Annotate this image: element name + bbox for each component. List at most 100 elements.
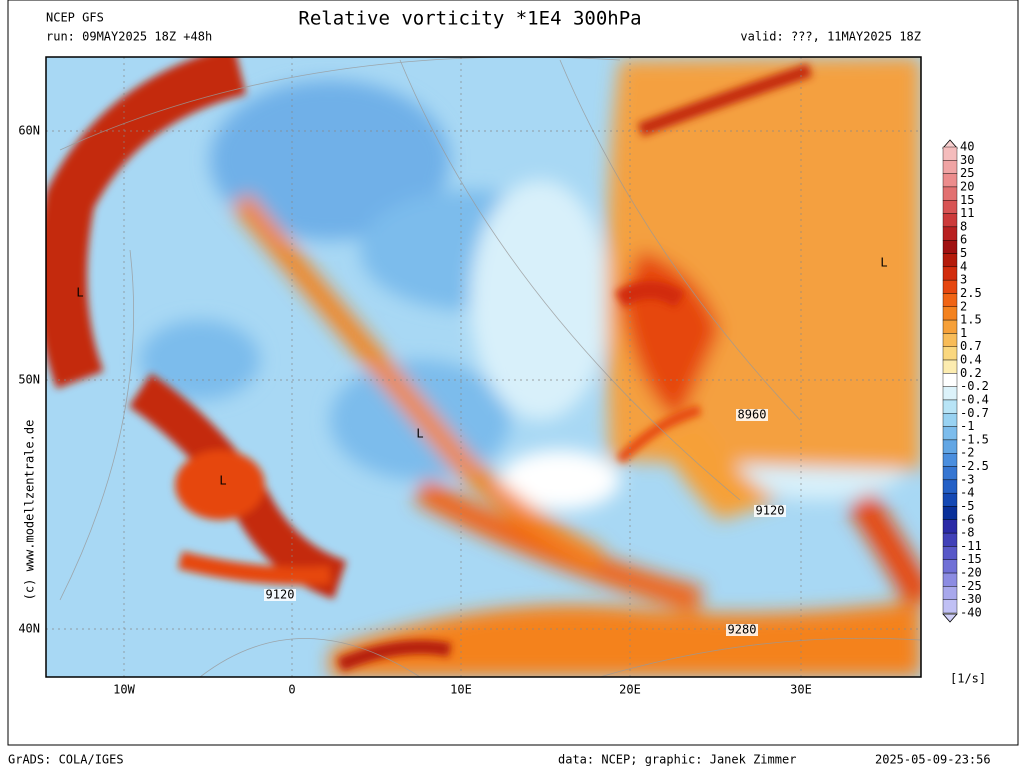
colorbar-swatch xyxy=(942,346,958,361)
colorbar-swatch xyxy=(942,572,958,587)
colorbar-label: 3 xyxy=(960,273,967,287)
colorbar-swatch xyxy=(942,559,958,574)
lat-label: 50N xyxy=(18,373,40,387)
outer-frame xyxy=(7,0,1019,746)
colorbar-swatch xyxy=(942,173,958,188)
colorbar-swatch xyxy=(942,359,958,374)
map-field xyxy=(46,57,921,677)
valid: valid: ???, 11MAY2025 18Z xyxy=(740,30,921,44)
colorbar-label: 11 xyxy=(960,206,974,220)
contour-label-bg xyxy=(726,624,758,636)
run: run: 09MAY2025 18Z +48h xyxy=(46,30,212,44)
copyright: (c) www.modellzentrale.de xyxy=(23,420,37,601)
colorbar-label: -8 xyxy=(960,526,974,540)
colorbar-swatch xyxy=(942,319,958,334)
colorbar-swatch xyxy=(942,333,958,347)
colorbar-label: 2.5 xyxy=(960,286,982,300)
colorbar-label: 0.7 xyxy=(960,339,982,353)
colorbar-label: -4 xyxy=(960,486,974,500)
colorbar-label: -5 xyxy=(960,499,974,513)
colorbar-label: -0.7 xyxy=(960,406,989,420)
colorbar-label: 5 xyxy=(960,246,967,260)
colorbar-swatch xyxy=(942,213,958,228)
colorbar-label: -11 xyxy=(960,539,982,553)
colorbar-swatch xyxy=(942,439,958,454)
colorbar-swatch xyxy=(942,306,958,321)
colorbar-swatch xyxy=(942,479,958,494)
colorbar-label: 0.2 xyxy=(960,366,982,380)
colorbar-swatch xyxy=(942,266,958,281)
colorbar-swatch xyxy=(942,386,958,401)
lon-label: 30E xyxy=(790,683,812,697)
footer-right: 2025-05-09-23:56 xyxy=(875,753,991,767)
colorbar-swatch xyxy=(942,200,958,214)
contour-label: 9120 xyxy=(756,504,785,518)
colorbar-label: 20 xyxy=(960,179,974,193)
colorbar-swatch xyxy=(942,546,958,560)
colorbar-label: 4 xyxy=(960,259,967,273)
colorbar-swatch xyxy=(942,293,958,307)
lon-label: 0 xyxy=(288,683,295,697)
colorbar-swatch xyxy=(942,492,958,507)
colorbar-label: -2 xyxy=(960,446,974,460)
colorbar-label: -15 xyxy=(960,552,982,566)
colorbar-label: 0.4 xyxy=(960,353,982,367)
low-marker: L xyxy=(76,286,83,300)
contour-label-bg xyxy=(736,409,768,421)
lat-label: 60N xyxy=(18,124,40,138)
colorbar-swatch xyxy=(942,453,958,467)
colorbar-swatch xyxy=(942,399,958,414)
colorbar-label: 8 xyxy=(960,219,967,233)
colorbar-label: -3 xyxy=(960,472,974,486)
colorbar-swatch xyxy=(942,426,958,441)
colorbar-swatch xyxy=(942,519,958,534)
colorbar-label: 2 xyxy=(960,299,967,313)
colorbar-label: 1 xyxy=(960,326,967,340)
colorbar-label: -40 xyxy=(960,606,982,620)
colorbar-swatch xyxy=(942,279,958,294)
colorbar-label: 1.5 xyxy=(960,313,982,327)
low-marker: L xyxy=(416,427,423,441)
colorbar-swatch xyxy=(942,160,958,174)
colorbar-label: 6 xyxy=(960,233,967,247)
colorbar-swatch xyxy=(942,586,958,600)
colorbar-swatch xyxy=(942,373,958,387)
contour-label-bg xyxy=(264,589,296,601)
colorbar-swatch xyxy=(942,146,958,161)
lon-label: 20E xyxy=(619,683,641,697)
colorbar-label: -1.5 xyxy=(960,432,989,446)
map-frame xyxy=(45,56,922,678)
colorbar-swatch xyxy=(942,466,958,481)
colorbar-swatch xyxy=(942,226,958,241)
lon-label: 10W xyxy=(113,683,135,697)
colorbar-label: 15 xyxy=(960,193,974,207)
colorbar-label: -2.5 xyxy=(960,459,989,473)
footer-left: GrADS: COLA/IGES xyxy=(8,753,124,767)
contour-label: 8960 xyxy=(738,408,767,422)
colorbar-unit: [1/s] xyxy=(950,672,986,686)
lat-label: 40N xyxy=(18,622,40,636)
colorbar-label: -30 xyxy=(960,592,982,606)
contour-label-bg xyxy=(754,505,786,517)
title: Relative vorticity *1E4 300hPa xyxy=(298,8,641,30)
colorbar-label: -20 xyxy=(960,566,982,580)
colorbar-label: 30 xyxy=(960,153,974,167)
lon-label: 10E xyxy=(450,683,472,697)
colorbar-label: -6 xyxy=(960,512,974,526)
footer-center: data: NCEP; graphic: Janek Zimmer xyxy=(558,753,796,767)
contour-label: 9120 xyxy=(266,588,295,602)
colorbar-label: -25 xyxy=(960,579,982,593)
colorbar-swatch xyxy=(942,413,958,427)
colorbar-label: -1 xyxy=(960,419,974,433)
colorbar-label: 40 xyxy=(960,140,974,154)
colorbar-label: -0.4 xyxy=(960,392,989,406)
contour-label: 9280 xyxy=(728,623,757,637)
colorbar-label: 25 xyxy=(960,166,974,180)
colorbar-swatch xyxy=(942,506,958,521)
colorbar-swatch xyxy=(942,599,958,614)
low-marker: L xyxy=(880,256,887,270)
colorbar-swatch xyxy=(942,532,958,547)
model: NCEP GFS xyxy=(46,11,104,25)
